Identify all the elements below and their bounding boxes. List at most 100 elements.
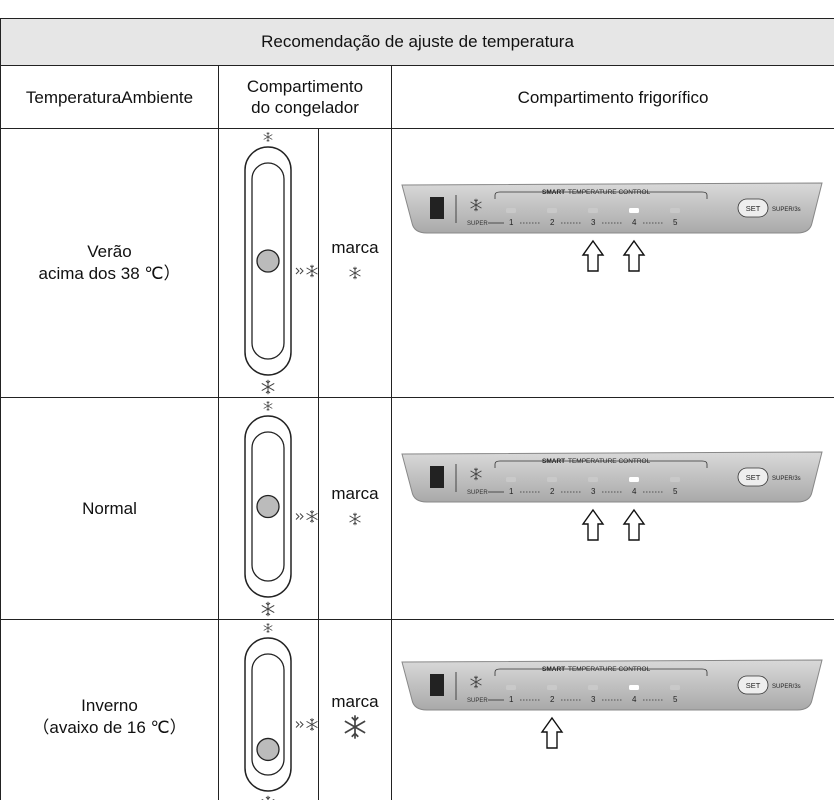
slider-outer xyxy=(244,415,292,598)
level-number: 2 xyxy=(550,218,555,227)
ambient-text: acima dos 38 ℃） xyxy=(38,264,181,283)
snowflake-icon xyxy=(344,713,366,740)
panel-icon xyxy=(430,466,444,488)
panel-super: SUPER xyxy=(467,221,488,227)
panel-cell: SUPER SMART TEMPERATURE CONTROL 1 2 3 4 5 SET SUP… xyxy=(391,128,834,398)
panel-label: TEMPERATURE CONTROL xyxy=(568,189,651,196)
slider-cell xyxy=(218,619,319,800)
level-led xyxy=(588,477,598,482)
arrow xyxy=(581,239,605,272)
slider-outer xyxy=(244,637,292,792)
table-row: Normal marca SUPER SMART TEMPERATURE CONTROL… xyxy=(0,397,834,620)
set-hint: SUPER/3s xyxy=(772,476,801,482)
arrow xyxy=(540,716,564,749)
level-led xyxy=(629,208,639,213)
set-button xyxy=(737,467,769,487)
freezer-slider xyxy=(244,400,318,617)
panel-body xyxy=(401,182,823,234)
slider-inner xyxy=(251,431,285,582)
panel-icon xyxy=(430,197,444,219)
set-button xyxy=(737,198,769,218)
marca-icon xyxy=(349,266,361,280)
level-led xyxy=(588,685,598,690)
ambient-text: Verão xyxy=(87,242,132,261)
level-led xyxy=(588,208,598,213)
level-number: 3 xyxy=(591,695,596,704)
panel-brand: SMART xyxy=(542,189,565,196)
ambient-text: （avaixo de 16 ℃） xyxy=(32,717,187,737)
slider-cell xyxy=(218,128,319,398)
table-title: Recomendação de ajuste de temperatura xyxy=(0,18,834,66)
snowflake-icon xyxy=(261,795,275,800)
panel-brand: SMART xyxy=(542,666,565,673)
snowflake-icon xyxy=(306,264,318,278)
panel-label: TEMPERATURE CONTROL xyxy=(568,666,651,673)
snowflake-icon xyxy=(306,509,318,524)
level-led xyxy=(670,208,680,213)
panel-super: SUPER xyxy=(467,490,488,496)
ambient-cell: Inverno （avaixo de 16 ℃） xyxy=(0,619,219,800)
level-number: 4 xyxy=(632,695,637,704)
slider-knob xyxy=(256,494,280,519)
freezer-slider xyxy=(244,622,318,800)
arrow xyxy=(622,239,646,272)
level-number: 2 xyxy=(550,487,555,496)
slider-cell xyxy=(218,397,319,620)
snowflake-icon xyxy=(263,622,273,634)
level-number: 1 xyxy=(509,487,514,496)
level-led xyxy=(547,477,557,482)
level-led xyxy=(547,208,557,213)
set-hint: SUPER/3s xyxy=(772,684,801,690)
header-cell: Compartimento frigorífico xyxy=(391,65,834,129)
level-led xyxy=(670,685,680,690)
arrow xyxy=(622,508,646,541)
marca-icon xyxy=(344,713,366,740)
marca-icon xyxy=(349,511,361,526)
level-number: 5 xyxy=(673,218,678,227)
snowflake-icon xyxy=(349,266,361,280)
panel-label: TEMPERATURE CONTROL xyxy=(568,458,651,465)
freezer-slider xyxy=(244,131,318,395)
table-body: Recomendação de ajuste de temperatura Te… xyxy=(0,18,834,800)
panel-cell: SUPER SMART TEMPERATURE CONTROL 1 2 3 4 5 SET SUP… xyxy=(391,397,834,620)
slider-inner xyxy=(251,162,285,360)
level-number: 4 xyxy=(632,487,637,496)
level-led xyxy=(506,685,516,690)
marca-cell: marca xyxy=(318,619,392,800)
snowflake-icon xyxy=(263,131,273,143)
level-led xyxy=(506,477,516,482)
ambient-text: Inverno xyxy=(81,695,138,715)
header-cell: TemperaturaAmbiente xyxy=(0,65,219,129)
snowflake-icon xyxy=(261,379,275,395)
marca-text: marca xyxy=(331,483,379,503)
panel-bracket xyxy=(494,460,708,468)
level-number: 1 xyxy=(509,695,514,704)
ambient-text: Normal xyxy=(82,498,137,518)
level-led xyxy=(506,208,516,213)
level-number: 2 xyxy=(550,695,555,704)
slider-inner xyxy=(251,653,285,776)
snowflake-icon xyxy=(263,400,273,412)
panel-brand: SMART xyxy=(542,458,565,465)
header-cell: Compartimento do congelador xyxy=(218,65,392,129)
control-panel: SUPER SMART TEMPERATURE CONTROL 1 2 3 4 5 SET SUP… xyxy=(401,659,823,749)
level-number: 5 xyxy=(673,487,678,496)
ambient-cell: Normal xyxy=(0,397,219,620)
level-led xyxy=(547,685,557,690)
panel-body xyxy=(401,451,823,503)
slider-knob xyxy=(256,249,280,273)
level-led xyxy=(629,477,639,482)
level-number: 3 xyxy=(591,218,596,227)
arrow xyxy=(581,508,605,541)
set-button xyxy=(737,675,769,695)
chevrons xyxy=(295,721,304,728)
snowflake-icon xyxy=(261,601,275,617)
ambient-cell: Verão acima dos 38 ℃） xyxy=(0,128,219,398)
chevrons xyxy=(295,513,304,520)
level-number: 1 xyxy=(509,218,514,227)
panel-cell: SUPER SMART TEMPERATURE CONTROL 1 2 3 4 5 SET SUP… xyxy=(391,619,834,800)
recommendation-table: Recomendação de ajuste de temperatura Te… xyxy=(0,18,834,800)
level-led xyxy=(629,685,639,690)
set-hint: SUPER/3s xyxy=(772,207,801,213)
